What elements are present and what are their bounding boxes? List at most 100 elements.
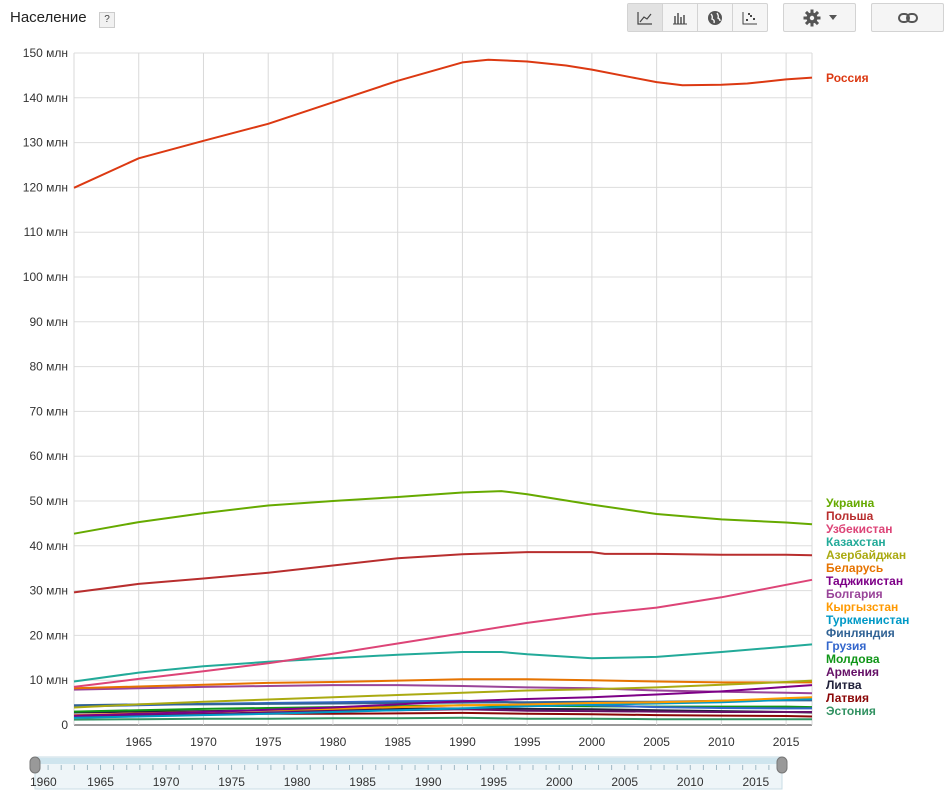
- series-line[interactable]: [73, 708, 812, 718]
- timeline-label: 2000: [546, 775, 573, 789]
- timeline-label: 2015: [742, 775, 769, 789]
- timeline-label: 1990: [415, 775, 442, 789]
- timeline-start-handle[interactable]: [29, 756, 41, 774]
- legend-item[interactable]: Кыргызстан: [826, 600, 899, 614]
- series-line[interactable]: [73, 699, 812, 710]
- legend-item[interactable]: Грузия: [826, 639, 867, 653]
- y-tick-label: 10 млн: [29, 673, 68, 687]
- x-tick-label: 1985: [384, 735, 411, 749]
- x-tick-label: 1970: [190, 735, 217, 749]
- series-line[interactable]: [73, 643, 813, 683]
- chart-type-toolbar: [627, 3, 768, 32]
- map-button[interactable]: [698, 4, 733, 31]
- series-line[interactable]: [73, 684, 813, 695]
- series-line[interactable]: [73, 707, 813, 714]
- y-tick-label: 140 млн: [23, 91, 68, 105]
- y-tick-label: 150 млн: [23, 46, 68, 60]
- timeline-label: 1980: [284, 775, 311, 789]
- y-tick-label: 40 млн: [29, 539, 68, 553]
- legend-item[interactable]: Литва: [826, 678, 862, 692]
- series-line[interactable]: [73, 716, 812, 721]
- link-icon: [897, 12, 918, 23]
- series-line[interactable]: [73, 699, 812, 707]
- y-tick-label: 60 млн: [29, 449, 68, 463]
- gear-icon: [803, 9, 820, 26]
- timeline-end-handle[interactable]: [776, 756, 788, 774]
- legend-item[interactable]: Узбекистан: [826, 522, 893, 536]
- series-line[interactable]: [73, 490, 813, 535]
- timeline-label: 1995: [480, 775, 507, 789]
- settings-button[interactable]: [783, 3, 856, 32]
- legend-item[interactable]: Казахстан: [826, 535, 886, 549]
- line-chart-icon: [637, 11, 652, 25]
- x-tick-label: 2015: [773, 735, 800, 749]
- help-button[interactable]: ?: [99, 12, 115, 28]
- timeline-label: 2005: [611, 775, 638, 789]
- scatter-chart-icon: [742, 11, 757, 24]
- chart-grid: [73, 52, 813, 726]
- legend-item[interactable]: Армения: [826, 665, 880, 679]
- legend-item[interactable]: Азербайджан: [826, 548, 907, 562]
- timeline-label: 1985: [349, 775, 376, 789]
- legend-item[interactable]: Болгария: [826, 587, 883, 601]
- y-tick-label: 80 млн: [29, 360, 68, 374]
- series-line[interactable]: [73, 551, 813, 594]
- y-tick-label: 110 млн: [24, 225, 68, 239]
- scatter-chart-button[interactable]: [733, 4, 767, 31]
- series-line[interactable]: [73, 696, 813, 717]
- x-axis-ticks: 1965 1970 1975 1980 1985 1990 1995 2000 2005 2010…: [125, 735, 799, 749]
- legend-item[interactable]: Украина: [826, 496, 875, 510]
- x-tick-label: 2000: [579, 735, 606, 749]
- y-tick-label: 120 млн: [23, 180, 68, 194]
- y-tick-label: 100 млн: [23, 270, 68, 284]
- series-line[interactable]: [73, 684, 813, 717]
- y-axis-ticks: 0 10 млн 20 млн 30 млн 40 млн 50 млн 60 млн 70 …: [23, 46, 69, 732]
- timeline-slider: 1960 1965 1970 1975 1980 1985 1990 1995 2000 2005…: [29, 756, 788, 790]
- timeline-track[interactable]: [34, 756, 783, 790]
- y-tick-label: 0: [61, 718, 68, 732]
- globe-map-icon: [708, 10, 722, 25]
- y-tick-label: 90 млн: [29, 315, 68, 329]
- legend-item[interactable]: Таджикистан: [826, 574, 904, 588]
- timeline-label: 1965: [87, 775, 114, 789]
- chart-series: [73, 58, 813, 721]
- x-tick-label: 2010: [708, 735, 735, 749]
- legend-item[interactable]: Латвия: [826, 691, 870, 705]
- line-chart-button[interactable]: [628, 4, 663, 31]
- y-tick-label: 20 млн: [29, 628, 68, 642]
- legend-item[interactable]: Молдова: [826, 652, 880, 666]
- timeline-label: 1970: [153, 775, 180, 789]
- x-tick-label: 1995: [514, 735, 541, 749]
- series-line[interactable]: [73, 698, 813, 719]
- series-line[interactable]: [73, 679, 813, 709]
- share-link-button[interactable]: [871, 3, 944, 32]
- legend-item[interactable]: Туркменистан: [826, 613, 910, 627]
- x-tick-label: 1965: [125, 735, 152, 749]
- legend-item[interactable]: Финляндия: [826, 626, 895, 640]
- legend-item[interactable]: Польша: [826, 509, 874, 523]
- x-tick-label: 1975: [255, 735, 282, 749]
- x-tick-label: 2005: [643, 735, 670, 749]
- y-tick-label: 30 млн: [29, 584, 68, 598]
- series-line[interactable]: [73, 578, 813, 688]
- legend-item[interactable]: Россия: [826, 70, 869, 85]
- x-tick-label: 1990: [449, 735, 476, 749]
- triangle-down-icon: [828, 15, 837, 20]
- y-tick-label: 50 млн: [29, 494, 68, 508]
- timeline-label: 1975: [218, 775, 245, 789]
- y-tick-label: 70 млн: [29, 404, 68, 418]
- x-tick-label: 1980: [320, 735, 347, 749]
- series-line[interactable]: [73, 704, 813, 713]
- legend-item[interactable]: Эстония: [826, 704, 876, 718]
- bar-chart-button[interactable]: [663, 4, 698, 31]
- bar-chart-icon: [673, 12, 687, 24]
- timeline-label: 2010: [677, 775, 704, 789]
- timeline-selection: [35, 758, 782, 764]
- page-title: Население: [10, 9, 87, 26]
- timeline-start-label: 1960: [30, 775, 57, 789]
- legend-item[interactable]: Беларусь: [826, 561, 884, 575]
- series-line[interactable]: [73, 711, 813, 718]
- series-line[interactable]: [73, 678, 812, 690]
- series-line[interactable]: [73, 58, 813, 189]
